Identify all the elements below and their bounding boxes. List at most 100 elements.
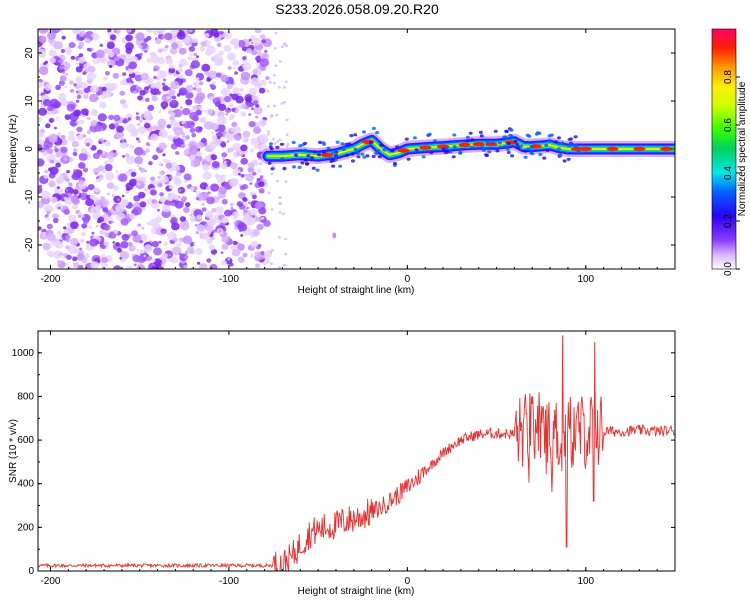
track-hotspot [397,148,410,153]
noise-blob [168,67,176,74]
noise-blob [51,29,61,34]
noise-blob [191,133,197,138]
noise-blob [269,250,273,254]
noise-blob [119,90,126,96]
noise-blob [138,119,143,123]
noise-blob [265,76,270,81]
noise-blob [94,172,98,175]
noise-blob [203,109,207,113]
noise-blob [113,29,117,33]
noise-blob [165,145,169,148]
track-spread [379,143,384,147]
noise-blob [120,241,129,249]
track-spread [562,159,567,163]
noise-blob [269,262,273,265]
noise-blob [44,83,52,91]
noise-blob [175,171,182,177]
noise-blob [55,84,61,91]
noise-blob [78,152,88,161]
noise-blob [258,181,265,188]
noise-blob [242,56,247,61]
noise-blob [97,216,104,223]
x-tick-label: 100 [577,274,594,285]
noise-blob [205,185,211,191]
noise-blob [125,182,134,191]
noise-blob [121,233,130,241]
noise-blob [47,105,54,112]
track-hotspot [321,152,334,158]
track-spread [356,155,361,159]
noise-blob [122,119,127,124]
noise-blob [83,87,90,94]
noise-blob [183,265,188,269]
noise-blob [42,242,51,251]
track-spread [382,148,387,152]
noise-blob [200,41,207,47]
noise-blob [165,162,173,169]
noise-blob [147,78,154,84]
noise-blob [240,173,245,178]
noise-blob [202,163,210,171]
noise-blob [78,162,86,169]
noise-blob [218,229,222,233]
noise-blob [76,126,83,133]
noise-blob [196,261,201,265]
noise-blob [130,144,135,149]
noise-blob [240,106,243,110]
noise-blob [266,89,270,93]
noise-blob [99,101,107,109]
noise-blob [176,31,186,40]
noise-blob [42,98,52,107]
noise-blob [244,105,249,110]
noise-blob [250,49,258,56]
noise-blob [71,204,78,210]
snr-y-ticks: 0 200 400 600 800 1000 [12,330,675,577]
noise-blob [187,153,191,157]
noise-blob [104,71,110,76]
noise-blob [46,232,56,242]
noise-blob [190,243,194,247]
noise-blob [231,121,238,128]
noise-blob [68,266,72,269]
noise-blob [282,86,286,89]
noise-blob [170,256,179,264]
noise-blob [285,145,289,148]
track-spread [538,153,543,157]
track-spread [393,161,397,166]
track-spread [526,147,531,151]
noise-blob [90,261,100,269]
noise-blob [55,116,59,120]
snr-x-label: Height of straight line (km) [298,586,415,597]
noise-blob [68,157,74,162]
noise-blob [266,132,270,136]
track-hotspot [660,146,673,152]
y-tick-label: 1000 [12,348,35,359]
track-spread [280,157,285,161]
noise-blob [183,180,187,184]
noise-blob [253,126,262,134]
noise-blob [98,247,103,251]
noise-blob [178,47,187,55]
noise-blob [102,89,112,98]
noise-blob [285,44,288,48]
noise-blob [237,243,245,251]
noise-blob [139,52,143,57]
noise-blob [261,216,265,220]
noise-blob [173,178,182,186]
noise-blob [115,242,120,247]
noise-blob [232,143,242,152]
noise-blob [101,257,108,263]
noise-blob [210,131,214,135]
track-spread [292,165,296,169]
track-spread [542,156,547,160]
noise-blob [38,226,42,231]
noise-blob [165,44,169,49]
noise-blob [120,218,129,226]
noise-blob [86,116,91,121]
noise-blob [199,263,208,269]
track-spread [523,155,528,159]
noise-blob [38,158,45,167]
noise-blob [46,250,54,257]
noise-blob [285,118,289,122]
track-spread [481,148,486,152]
